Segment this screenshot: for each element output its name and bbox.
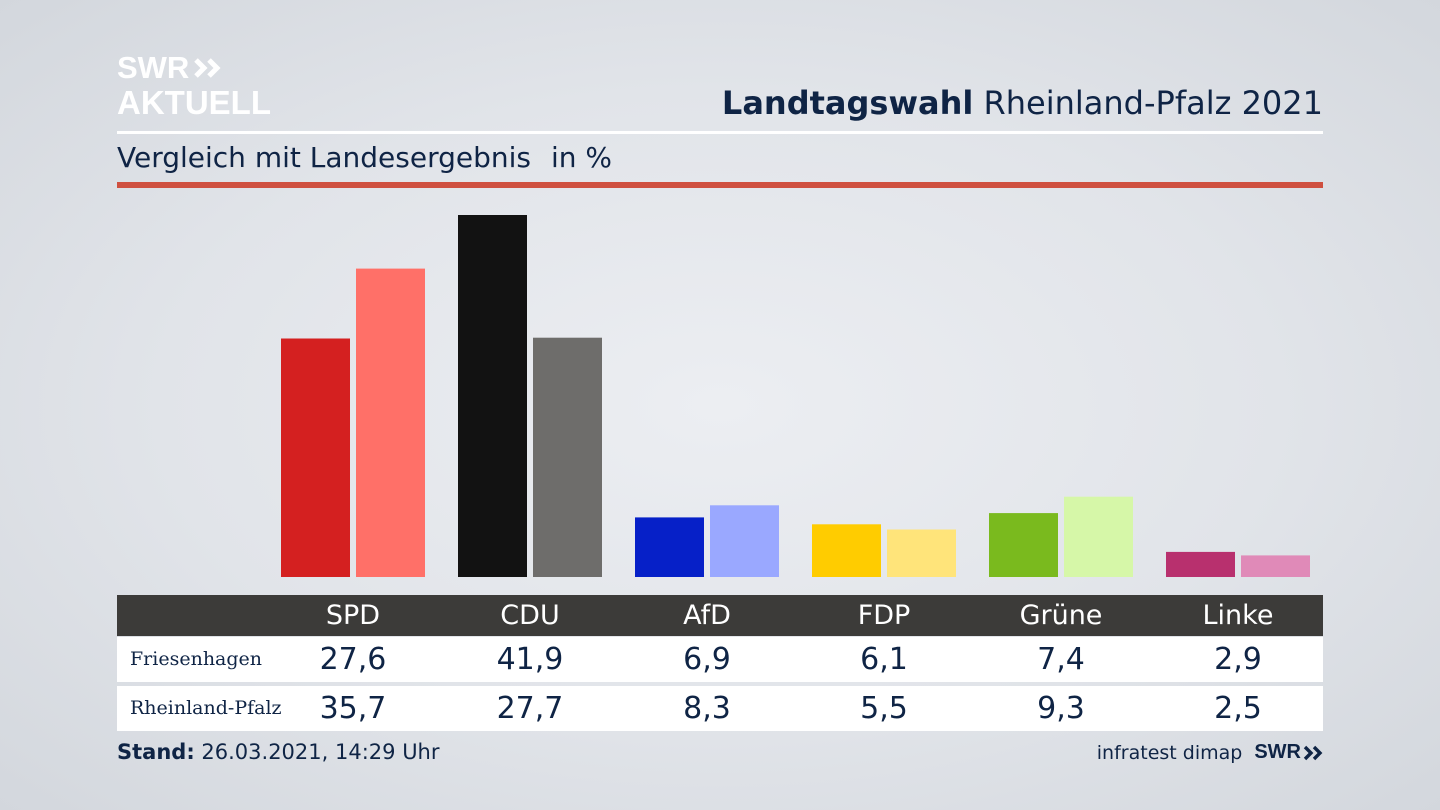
- table-row: Friesenhagen 27,6 41,9 6,9 6,1 7,4 2,9: [117, 637, 1323, 682]
- bar-afd-friesenhagen: [635, 517, 704, 577]
- bar-cdu-friesenhagen: [458, 215, 527, 577]
- source-text: infratest dimap: [1096, 741, 1243, 764]
- bar-grne-rheinland-pfalz: [1064, 496, 1133, 577]
- party-label: SPD: [325, 600, 381, 631]
- value-cell: 41,9: [496, 642, 564, 677]
- logo-aktuell-text: AKTUELL: [117, 84, 271, 121]
- title-bold: Landtagswahl: [721, 84, 974, 122]
- table-row: Rheinland-Pfalz 35,7 27,7 8,3 5,5 9,3 2,5: [117, 686, 1323, 731]
- swr-aktuell-logo: SWR AKTUELL: [117, 52, 271, 119]
- value-cell: 6,1: [860, 642, 908, 677]
- value-cell: 27,7: [496, 691, 564, 726]
- subtitle-text: Vergleich mit Landesergebnis: [117, 141, 531, 174]
- value-cell: 35,7: [319, 691, 387, 726]
- footer-swr-logo: SWR: [1254, 741, 1323, 764]
- party-label: FDP: [857, 600, 911, 631]
- bar-cdu-rheinland-pfalz: [533, 337, 602, 577]
- value-cell: 2,9: [1214, 642, 1262, 677]
- party-label: CDU: [500, 600, 560, 631]
- bar-grne-friesenhagen: [989, 513, 1058, 577]
- stand-label: Stand:: [117, 740, 195, 764]
- source-credit: infratest dimap SWR: [1097, 741, 1323, 764]
- value-cell: 9,3: [1037, 691, 1085, 726]
- chart-subtitle: Vergleich mit Landesergebnis in %: [117, 141, 612, 174]
- bar-linke-friesenhagen: [1166, 551, 1235, 577]
- value-cell: 5,5: [860, 691, 908, 726]
- timestamp: Stand: 26.03.2021, 14:29 Uhr: [117, 740, 440, 764]
- value-cell: 7,4: [1037, 642, 1085, 677]
- party-label: AfD: [683, 600, 731, 631]
- double-chevron-icon: [1303, 745, 1323, 760]
- bar-fdp-rheinland-pfalz: [887, 529, 956, 577]
- page-title: Landtagswahl Rheinland-Pfalz 2021: [722, 84, 1323, 122]
- value-cell: 2,5: [1214, 691, 1262, 726]
- row-label: Rheinland-Pfalz: [130, 697, 282, 719]
- footer-logo-text: SWR: [1254, 741, 1301, 763]
- unit-label: in %: [550, 141, 613, 174]
- bar-spd-friesenhagen: [281, 338, 350, 577]
- value-cell: 8,3: [683, 691, 731, 726]
- party-label: Grüne: [1019, 600, 1103, 631]
- party-label: Linke: [1202, 600, 1274, 631]
- header-divider: [117, 131, 1323, 134]
- title-rest: Rheinland-Pfalz 2021: [983, 84, 1323, 122]
- value-cell: 27,6: [319, 642, 387, 677]
- subtitle-rule: [117, 182, 1323, 188]
- value-cell: 6,9: [683, 642, 731, 677]
- bar-fdp-friesenhagen: [812, 524, 881, 577]
- bar-afd-rheinland-pfalz: [710, 505, 779, 577]
- bar-chart: [281, 215, 1310, 577]
- bar-linke-rheinland-pfalz: [1241, 555, 1310, 577]
- bar-spd-rheinland-pfalz: [356, 268, 425, 577]
- double-chevron-icon: [194, 57, 221, 78]
- logo-swr-text: SWR: [117, 50, 190, 85]
- row-label: Friesenhagen: [130, 648, 263, 670]
- party-header-row: SPD CDU AfD FDP Grüne Linke: [117, 595, 1323, 636]
- stand-value: 26.03.2021, 14:29 Uhr: [201, 740, 440, 764]
